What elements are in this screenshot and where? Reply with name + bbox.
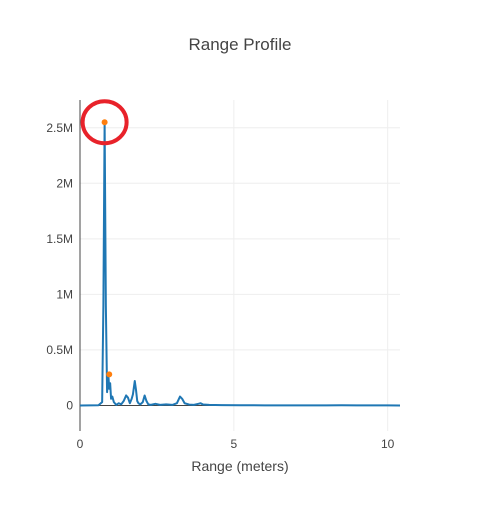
data-layer	[79, 99, 401, 407]
peak-marker	[101, 119, 108, 126]
x-tick-label: 0	[77, 437, 84, 451]
x-tick-label: 10	[381, 437, 395, 451]
axis-layer	[79, 100, 400, 431]
y-tick-label: 1M	[56, 287, 73, 301]
y-tick-label: 2.5M	[46, 121, 73, 135]
tick-label-layer: 0 0.5M 1M 1.5M 2M 2.5M 0 5 10	[46, 121, 394, 451]
y-tick-label: 0.5M	[46, 343, 73, 357]
grid-layer	[80, 100, 400, 431]
peak-marker	[106, 371, 113, 378]
x-tick-label: 5	[231, 437, 238, 451]
y-tick-label: 0	[66, 398, 73, 412]
chart-title: Range Profile	[188, 35, 291, 54]
x-axis-title: Range (meters)	[191, 458, 288, 474]
series-line	[79, 121, 401, 407]
y-tick-label: 1.5M	[46, 232, 73, 246]
peak-highlight-circle	[80, 99, 129, 146]
y-tick-label: 2M	[56, 176, 73, 190]
